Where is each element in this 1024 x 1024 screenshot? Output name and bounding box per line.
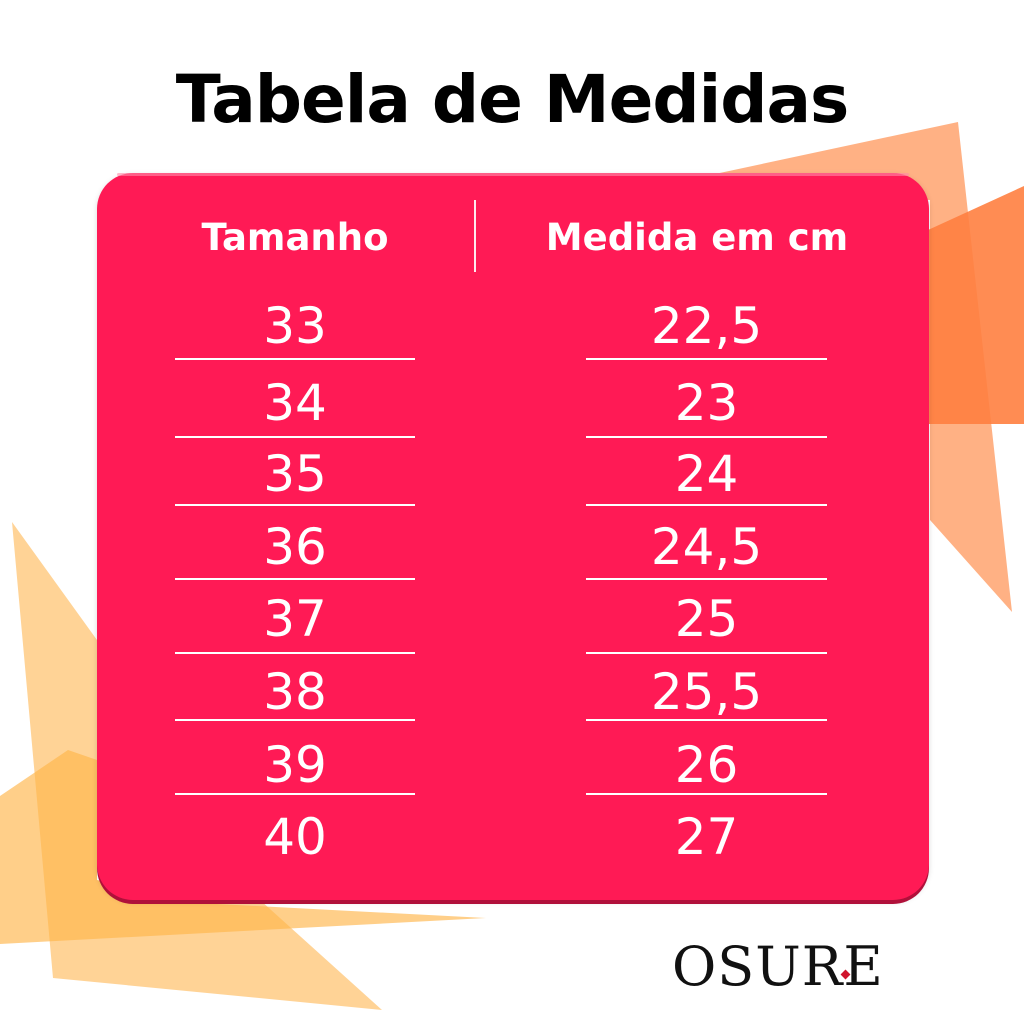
size-table: Tamanho Medida em cm 33 22,5 34 23 35 24 <box>97 173 929 900</box>
measure-cell: 24 <box>674 445 739 503</box>
row-divider <box>175 436 415 438</box>
size-cell: 37 <box>263 590 327 648</box>
table-row: 33 22,5 <box>97 288 929 360</box>
table-row: 35 24 <box>97 436 929 508</box>
measure-cell: 24,5 <box>650 518 763 576</box>
orange-band-dark <box>928 186 1024 424</box>
size-cell: 36 <box>263 518 327 576</box>
row-divider <box>586 578 827 580</box>
table-row: 37 25 <box>97 581 929 654</box>
page-title: Tabela de Medidas <box>175 61 850 138</box>
row-divider <box>175 652 415 654</box>
size-cell: 40 <box>263 808 327 866</box>
column-header-size: Tamanho <box>201 216 389 259</box>
measure-cell: 27 <box>674 808 739 866</box>
size-cell: 35 <box>263 445 327 503</box>
row-divider <box>586 793 827 795</box>
row-divider <box>175 358 415 360</box>
row-divider <box>175 793 415 795</box>
table-row: 36 24,5 <box>97 509 929 581</box>
brand-logo-text: OSURE <box>672 935 884 998</box>
measure-cell: 26 <box>674 736 739 794</box>
measure-cell: 25,5 <box>650 663 763 721</box>
row-divider <box>586 504 827 506</box>
row-divider <box>586 436 827 438</box>
table-row: 39 26 <box>97 727 929 799</box>
row-divider <box>586 719 827 721</box>
size-cell: 34 <box>263 374 327 432</box>
column-header-measure: Medida em cm <box>545 216 849 259</box>
row-divider <box>175 578 415 580</box>
size-cell: 38 <box>263 663 327 721</box>
brand-logo: OSURE <box>672 935 902 999</box>
size-cell: 33 <box>263 297 327 355</box>
measure-cell: 22,5 <box>650 297 763 355</box>
measure-cell: 23 <box>674 374 739 432</box>
measure-cell: 25 <box>674 590 739 648</box>
size-cell: 39 <box>263 736 327 794</box>
table-row: 40 27 <box>97 799 929 871</box>
row-divider <box>175 504 415 506</box>
row-divider <box>175 719 415 721</box>
row-divider <box>586 358 827 360</box>
row-divider <box>586 652 827 654</box>
table-row: 38 25,5 <box>97 654 929 726</box>
table-row: 34 23 <box>97 365 929 438</box>
header-divider <box>474 200 476 272</box>
